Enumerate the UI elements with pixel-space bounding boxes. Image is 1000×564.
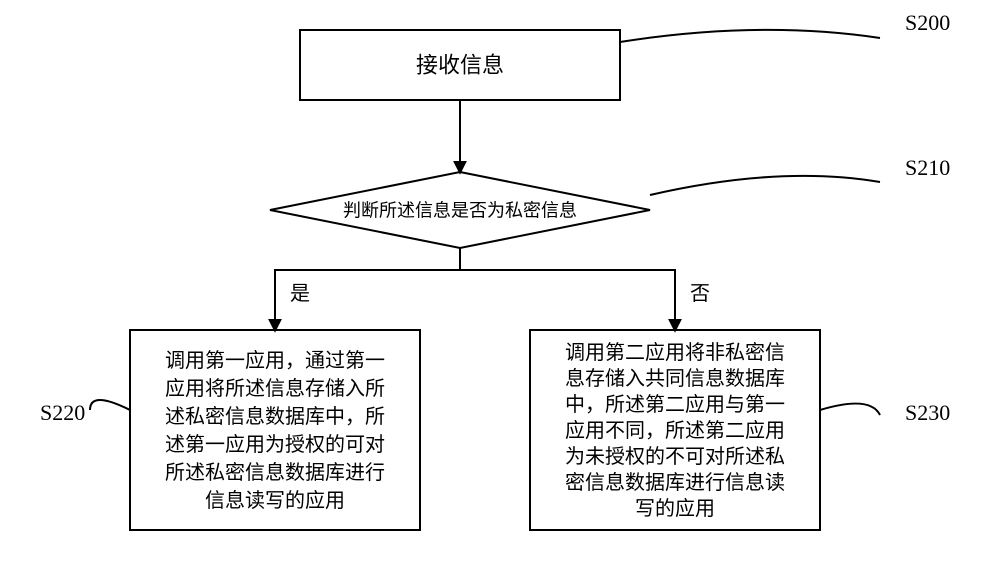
node-s220: 调用第一应用，通过第一应用将所述信息存储入所述私密信息数据库中，所述第一应用为授… [130,330,420,530]
svg-text:S200: S200 [905,10,950,35]
svg-text:S210: S210 [905,155,950,180]
node-s230: 调用第二应用将非私密信息存储入共同信息数据库中，所述第二应用与第一应用不同，所述… [530,330,820,530]
edge-label-1: 是 [290,283,310,305]
svg-text:调用第一应用，通过第一应用将所述信息存储入所述私密信息数据库: 调用第一应用，通过第一应用将所述信息存储入所述私密信息数据库中，所述第一应用为授… [165,349,385,512]
edge-2 [460,248,675,330]
svg-text:S230: S230 [905,400,950,425]
svg-text:S220: S220 [40,400,85,425]
edge-label-2: 否 [690,283,710,305]
node-s200: 接收信息 [300,30,620,100]
svg-text:接收信息: 接收信息 [416,53,504,78]
svg-text:调用第二应用将非私密信息存储入共同信息数据库中，所述第二应用: 调用第二应用将非私密信息存储入共同信息数据库中，所述第二应用与第一应用不同，所述… [565,341,785,520]
svg-text:判断所述信息是否为私密信息: 判断所述信息是否为私密信息 [343,200,577,220]
node-s210: 判断所述信息是否为私密信息 [270,172,650,248]
